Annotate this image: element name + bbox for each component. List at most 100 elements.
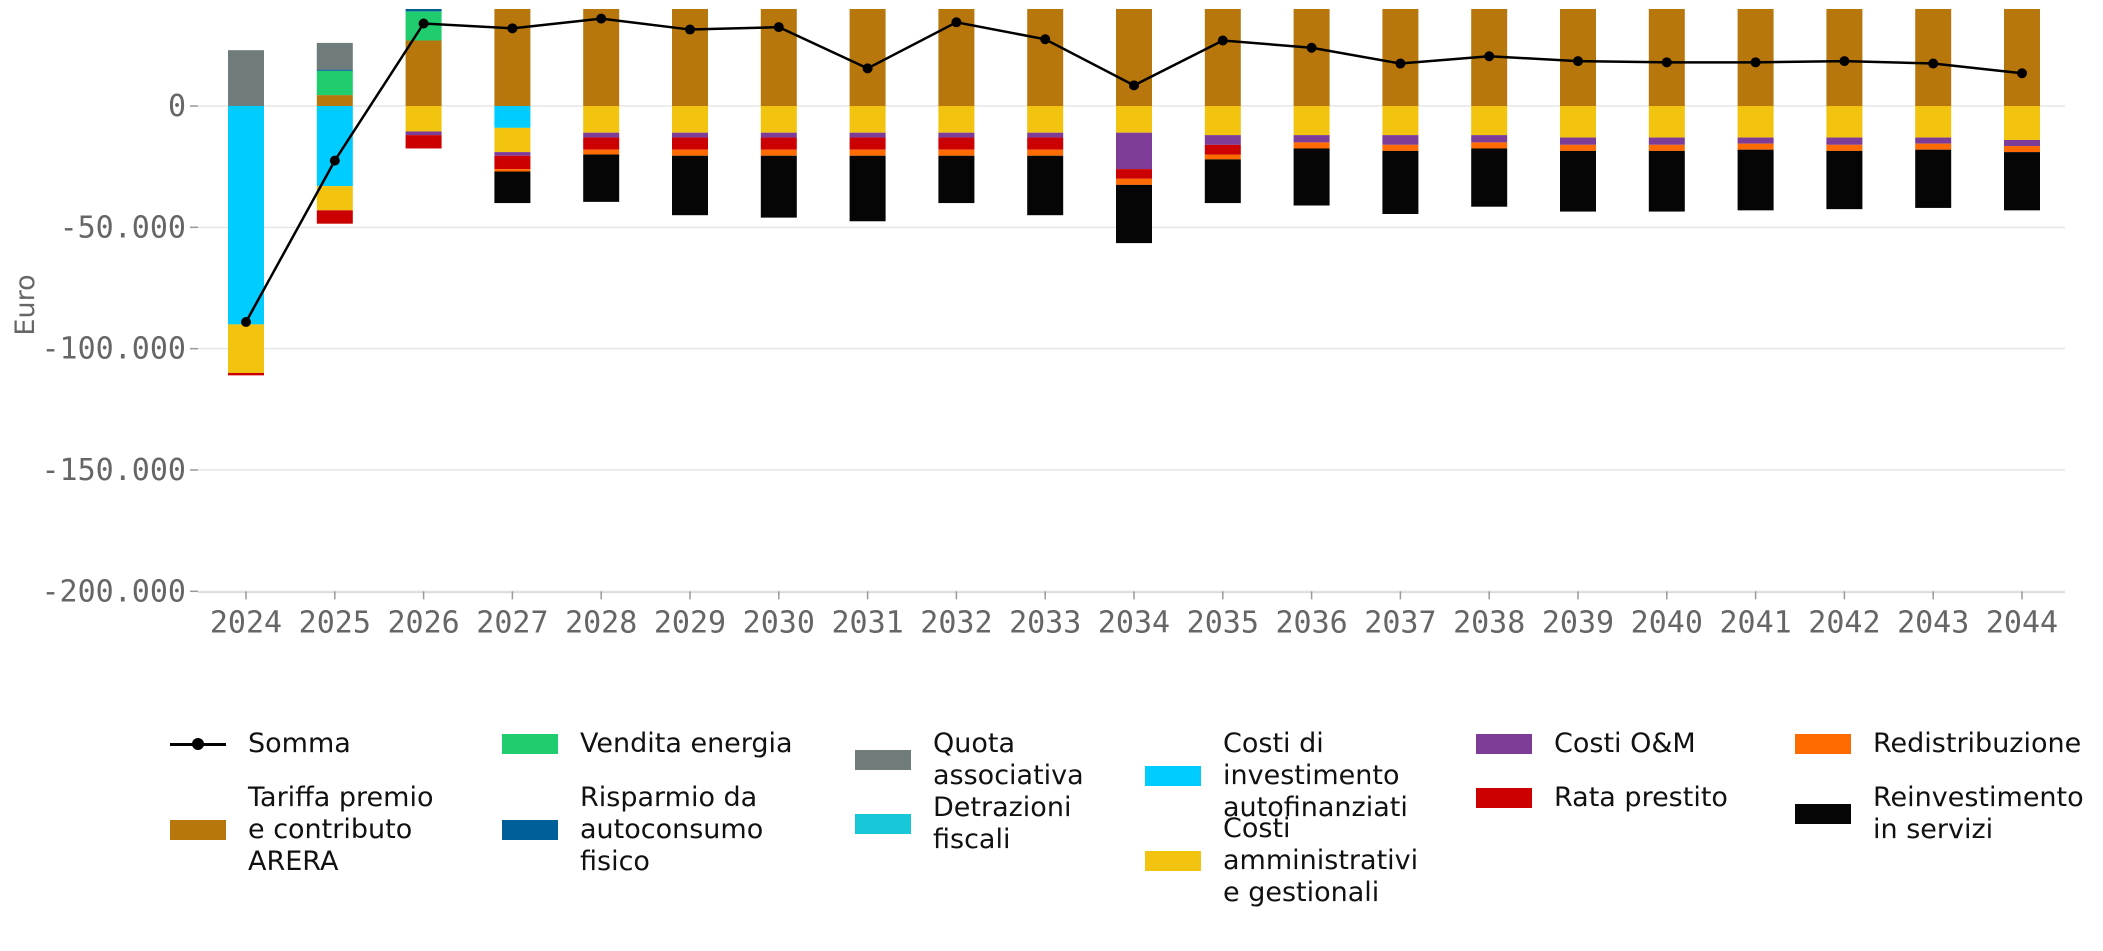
- legend-item: Costi amministrativi e gestionali: [1145, 813, 1418, 909]
- x-tick-label: 2035: [1187, 605, 1259, 640]
- bar-segment: [1915, 106, 1952, 138]
- bar-segment: [672, 106, 708, 133]
- bar-segment: [1027, 155, 1064, 216]
- somma-point: [1750, 57, 1761, 68]
- bar-segment: [1116, 9, 1152, 106]
- legend-item: Costi O&M: [1476, 728, 1696, 760]
- bar-segment: [1116, 132, 1152, 170]
- bar-segment: [228, 372, 264, 376]
- bar-segment: [672, 132, 708, 138]
- bar-segment: [1560, 144, 1596, 151]
- somma-point: [773, 22, 784, 33]
- bar-segment: [1027, 106, 1064, 133]
- legend-item: Redistribuzione: [1795, 728, 2081, 760]
- bar-segment: [2004, 139, 2040, 147]
- bar-segment: [583, 137, 620, 150]
- bar-segment: [1648, 137, 1685, 145]
- bar-segment: [938, 106, 975, 133]
- bar-segment: [1293, 142, 1330, 149]
- legend-label: Risparmio da autoconsumo fisico: [580, 782, 764, 877]
- bar-segment: [672, 155, 708, 216]
- legend-item: Rata prestito: [1476, 782, 1728, 814]
- somma-point: [1217, 35, 1228, 46]
- legend: Somma Tariffa premio e contributo ARERA Ve…: [170, 728, 2100, 948]
- x-axis-ticks: 2024 2025 2026 2027 2028 2029 2030 2031 2032 2033…: [210, 591, 2058, 640]
- y-tick-label: -100.000: [42, 332, 187, 367]
- bar-segment: [672, 9, 708, 106]
- bar-segment: [672, 137, 708, 150]
- legend-label: Somma: [248, 728, 351, 759]
- y-tick-label: -50.000: [60, 210, 186, 245]
- y-axis-label: Euro: [10, 274, 41, 335]
- legend-label: Redistribuzione: [1873, 728, 2082, 759]
- x-tick-label: 2029: [654, 605, 726, 640]
- bar-segment: [938, 137, 975, 150]
- somma-line-layer: [241, 13, 2027, 327]
- bar-segment: [1382, 144, 1419, 151]
- bar-segment: [1648, 150, 1685, 212]
- legend-swatch: [502, 820, 558, 840]
- bar-segment: [849, 149, 886, 156]
- bars-layer: [228, 9, 2040, 376]
- bar-segment: [760, 132, 797, 138]
- legend-line-marker: [170, 734, 226, 754]
- bar-segment: [494, 155, 531, 170]
- legend-swatch: [855, 750, 911, 770]
- legend-label: Rata prestito: [1554, 782, 1728, 813]
- somma-point: [1573, 56, 1583, 67]
- bar-segment: [938, 132, 975, 138]
- bar-segment: [1737, 149, 1774, 211]
- legend-item: Reinvestimento in servizi: [1795, 782, 2084, 846]
- y-axis-ticks: 0 -50.000 -100.000 -150.000 -200.000: [42, 89, 198, 609]
- somma-point: [418, 18, 429, 29]
- somma-point: [1040, 34, 1051, 45]
- legend-label: Reinvestimento in servizi: [1873, 782, 2084, 845]
- x-tick-label: 2036: [1275, 605, 1347, 640]
- bar-segment: [316, 186, 353, 211]
- bar-segment: [494, 127, 531, 153]
- legend-item: Costi di investimento autofinanziati: [1145, 728, 1408, 824]
- bar-segment: [1826, 106, 1863, 138]
- bar-segment: [1826, 144, 1863, 151]
- x-tick-label: 2027: [476, 605, 548, 640]
- bar-segment: [1293, 106, 1330, 136]
- x-tick-label: 2044: [1986, 605, 2058, 640]
- bar-segment: [494, 169, 531, 172]
- bar-segment: [316, 210, 353, 224]
- bar-segment: [2004, 106, 2040, 140]
- bar-segment: [2004, 146, 2040, 153]
- somma-point: [1661, 57, 1672, 68]
- x-tick-label: 2030: [743, 605, 815, 640]
- somma-point: [329, 155, 340, 166]
- x-tick-label: 2037: [1364, 605, 1436, 640]
- bar-segment: [228, 324, 264, 373]
- legend-item: Tariffa premio e contributo ARERA: [170, 782, 433, 878]
- somma-point: [685, 24, 695, 35]
- bar-segment: [2004, 152, 2040, 211]
- bar-segment: [228, 50, 264, 106]
- bar-segment: [1116, 184, 1152, 244]
- bar-segment: [1471, 135, 1508, 143]
- bar-segment: [1915, 143, 1952, 150]
- legend-swatch: [1476, 734, 1532, 754]
- legend-swatch: [855, 814, 911, 834]
- somma-point: [1928, 58, 1939, 69]
- somma-point: [862, 63, 873, 74]
- bar-segment: [1204, 144, 1241, 155]
- bar-segment: [1204, 154, 1241, 160]
- bar-segment: [760, 137, 797, 150]
- y-tick-label: -150.000: [42, 453, 187, 488]
- bar-segment: [1737, 143, 1774, 150]
- bar-segment: [1027, 137, 1064, 150]
- y-tick-label: 0: [168, 89, 186, 124]
- x-tick-label: 2025: [299, 605, 371, 640]
- bar-segment: [849, 132, 886, 138]
- bar-segment: [405, 106, 442, 132]
- bar-segment: [1204, 9, 1241, 106]
- legend-item: Somma: [170, 728, 351, 760]
- bar-segment: [1737, 137, 1774, 144]
- bar-segment: [228, 106, 264, 325]
- legend-swatch: [1476, 788, 1532, 808]
- bar-segment: [1027, 132, 1064, 138]
- bar-segment: [1471, 142, 1508, 149]
